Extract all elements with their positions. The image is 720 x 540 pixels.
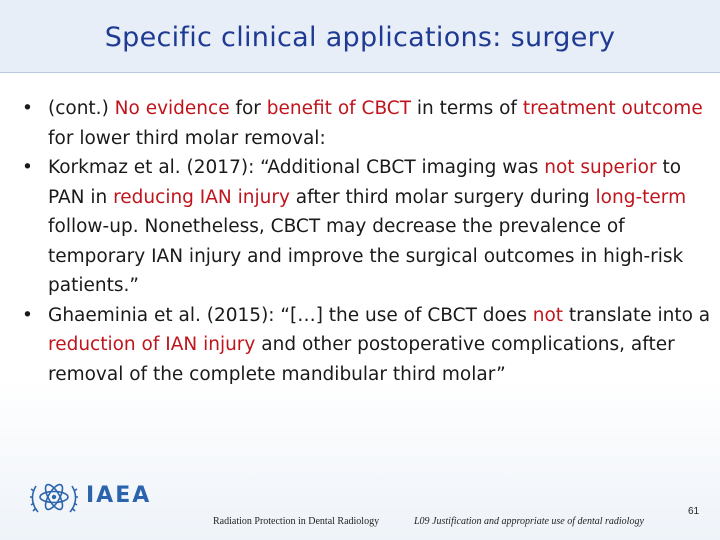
bullet-item-2: • Korkmaz et al. (2017): “Additional CBC…: [22, 153, 712, 301]
logo-text: IAEA: [86, 483, 152, 508]
footer-lecture-title: L09 Justification and appropriate use of…: [414, 516, 644, 527]
title-band: [0, 0, 720, 72]
bullet-marker: •: [22, 98, 33, 119]
title-divider: [0, 72, 720, 73]
footer-course-title: Radiation Protection in Dental Radiology: [213, 516, 380, 527]
bullet-marker: •: [22, 157, 33, 178]
bullet-item-3: • Ghaeminia et al. (2015): “[…] the use …: [22, 301, 712, 390]
page-number: 61: [688, 506, 700, 517]
bullet-list: • (cont.) No evidence for benefit of CBC…: [22, 94, 712, 389]
iaea-logo: IAEA: [28, 474, 158, 520]
bullet-item-1: • (cont.) No evidence for benefit of CBC…: [22, 94, 712, 153]
slide-title: Specific clinical applications: surgery: [104, 22, 616, 53]
bullet-marker: •: [22, 304, 33, 326]
atom-laurel-icon: [30, 483, 78, 513]
